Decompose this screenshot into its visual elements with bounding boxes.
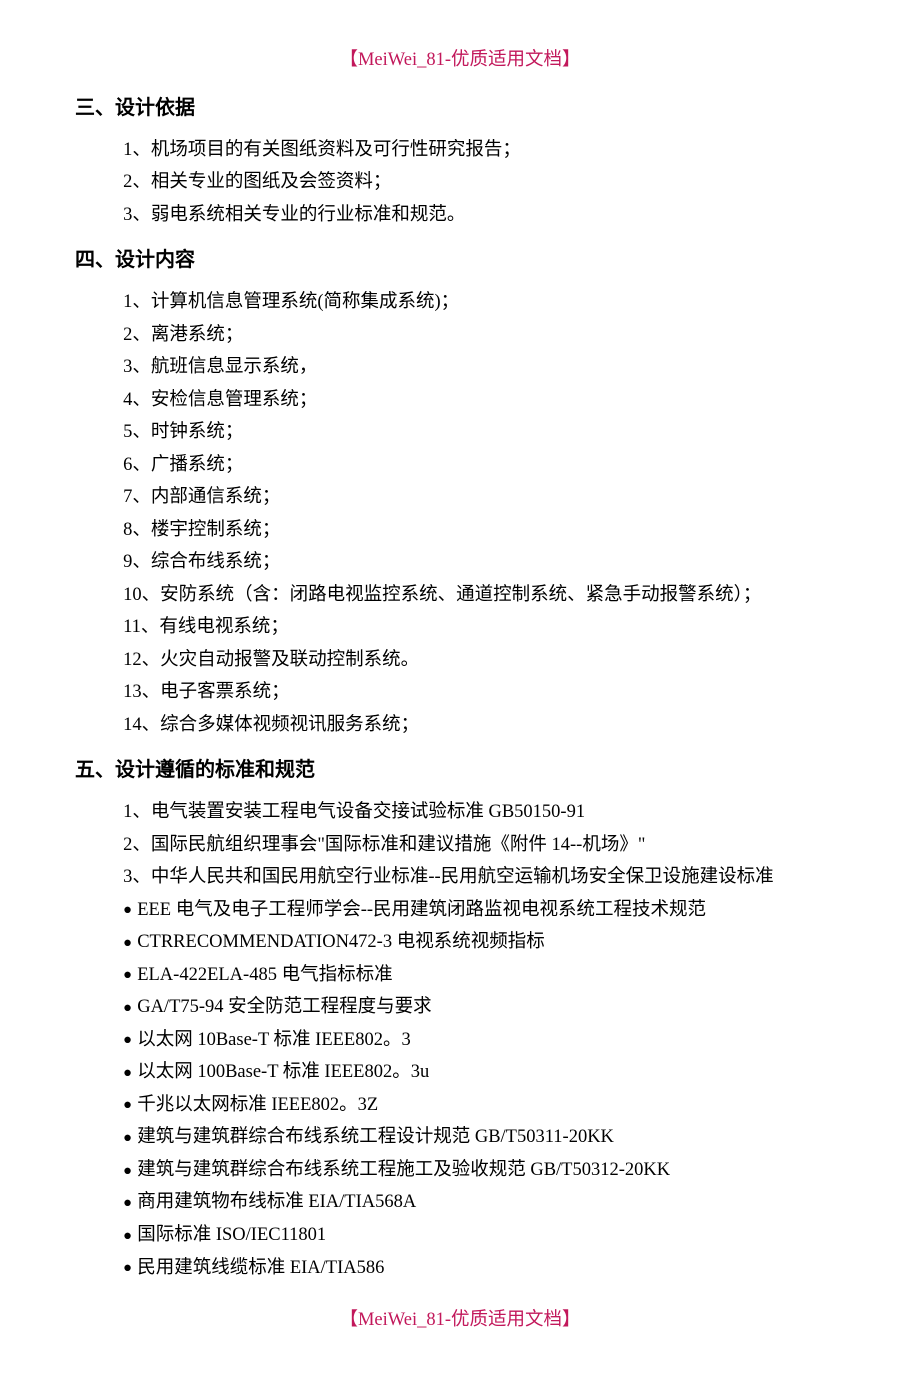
- s4-item: 6、广播系统；: [75, 450, 845, 481]
- s5-bullet: 商用建筑物布线标准 EIA/TIA568A: [75, 1187, 845, 1218]
- s4-item: 3、航班信息显示系统，: [75, 352, 845, 383]
- s3-item: 2、相关专业的图纸及会签资料；: [75, 167, 845, 198]
- s4-item: 8、楼宇控制系统；: [75, 515, 845, 546]
- page-footer: 【MeiWei_81-优质适用文档】: [75, 1305, 845, 1336]
- s4-item: 11、有线电视系统；: [75, 612, 845, 643]
- s4-item-10-text: 10、安防系统（含：闭路电视监控系统、通道控制系统、紧急手动报警系统）；: [123, 585, 761, 605]
- s3-item: 1、机场项目的有关图纸资料及可行性研究报告；: [75, 135, 845, 166]
- s5-bullet: GA/T75-94 安全防范工程程度与要求: [75, 992, 845, 1023]
- s4-item: 13、电子客票系统；: [75, 677, 845, 708]
- s4-item: 4、安检信息管理系统；: [75, 385, 845, 416]
- s5-bullet: 建筑与建筑群综合布线系统工程设计规范 GB/T50311-20KK: [75, 1122, 845, 1153]
- s5-bullet: 民用建筑线缆标准 EIA/TIA586: [75, 1253, 845, 1284]
- s5-numbered: 2、国际民航组织理事会"国际标准和建议措施《附件 14--机场》": [75, 830, 845, 861]
- s4-item: 9、综合布线系统；: [75, 547, 845, 578]
- s4-item: 1、计算机信息管理系统(简称集成系统)；: [75, 287, 845, 318]
- s5-bullet: 建筑与建筑群综合布线系统工程施工及验收规范 GB/T50312-20KK: [75, 1155, 845, 1186]
- s5-item-3: 3、中华人民共和国民用航空行业标准--民用航空运输机场安全保卫设施建设标准: [75, 862, 845, 893]
- s5-bullet: EEE 电气及电子工程师学会--民用建筑闭路监视电视系统工程技术规范: [75, 895, 845, 926]
- section-3-heading: 三、设计依据: [75, 92, 845, 125]
- s4-item-10: 10、安防系统（含：闭路电视监控系统、通道控制系统、紧急手动报警系统）；: [75, 580, 845, 611]
- s5-bullet: CTRRECOMMENDATION472-3 电视系统视频指标: [75, 927, 845, 958]
- s5-numbered: 1、电气装置安装工程电气设备交接试验标准 GB50150-91: [75, 797, 845, 828]
- s5-bullet: 国际标准 ISO/IEC11801: [75, 1220, 845, 1251]
- s3-item: 3、弱电系统相关专业的行业标准和规范。: [75, 200, 845, 231]
- section-3: 三、设计依据 1、机场项目的有关图纸资料及可行性研究报告； 2、相关专业的图纸及…: [75, 92, 845, 231]
- s4-item: 12、火灾自动报警及联动控制系统。: [75, 645, 845, 676]
- section-5: 五、设计遵循的标准和规范 1、电气装置安装工程电气设备交接试验标准 GB5015…: [75, 754, 845, 1283]
- s4-item: 7、内部通信系统；: [75, 482, 845, 513]
- s5-bullet: ELA-422ELA-485 电气指标标准: [75, 960, 845, 991]
- s5-bullet: 千兆以太网标准 IEEE802。3Z: [75, 1090, 845, 1121]
- section-5-heading: 五、设计遵循的标准和规范: [75, 754, 845, 787]
- page-header: 【MeiWei_81-优质适用文档】: [75, 45, 845, 76]
- section-4: 四、设计内容 1、计算机信息管理系统(简称集成系统)； 2、离港系统； 3、航班…: [75, 244, 845, 740]
- s4-item: 2、离港系统；: [75, 320, 845, 351]
- s4-item: 5、时钟系统；: [75, 417, 845, 448]
- s5-item-3-text: 3、中华人民共和国民用航空行业标准--民用航空运输机场安全保卫设施建设标准: [123, 867, 774, 887]
- s5-bullet: 以太网 10Base-T 标准 IEEE802。3: [75, 1025, 845, 1056]
- s4-item: 14、综合多媒体视频视讯服务系统；: [75, 710, 845, 741]
- section-4-heading: 四、设计内容: [75, 244, 845, 277]
- s5-bullet: 以太网 100Base-T 标准 IEEE802。3u: [75, 1057, 845, 1088]
